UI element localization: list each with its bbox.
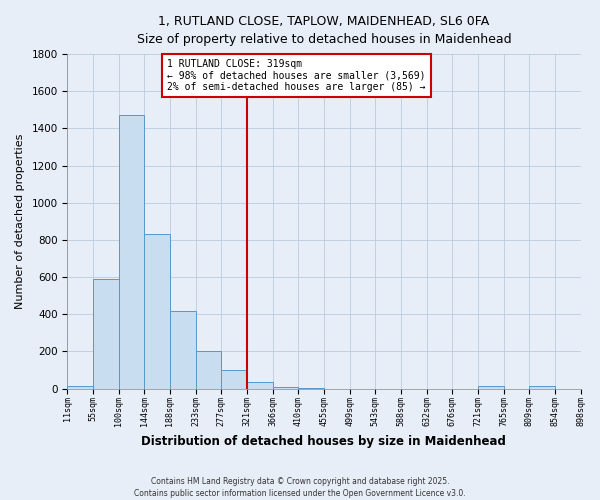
Bar: [144, 234, 170, 388]
Bar: [196, 352, 221, 389]
Bar: [221, 370, 247, 388]
Text: 1 RUTLAND CLOSE: 319sqm
← 98% of detached houses are smaller (3,569)
2% of semi-: 1 RUTLAND CLOSE: 319sqm ← 98% of detache…: [167, 59, 426, 92]
Bar: [67, 386, 92, 388]
Y-axis label: Number of detached properties: Number of detached properties: [15, 134, 25, 309]
Bar: [92, 279, 119, 388]
Text: Contains HM Land Registry data © Crown copyright and database right 2025.
Contai: Contains HM Land Registry data © Crown c…: [134, 476, 466, 498]
Bar: [170, 312, 196, 388]
Bar: [272, 386, 298, 388]
X-axis label: Distribution of detached houses by size in Maidenhead: Distribution of detached houses by size …: [142, 434, 506, 448]
Bar: [247, 382, 272, 388]
Bar: [478, 386, 503, 388]
Bar: [529, 386, 555, 388]
Bar: [119, 116, 144, 388]
Title: 1, RUTLAND CLOSE, TAPLOW, MAIDENHEAD, SL6 0FA
Size of property relative to detac: 1, RUTLAND CLOSE, TAPLOW, MAIDENHEAD, SL…: [137, 15, 511, 46]
